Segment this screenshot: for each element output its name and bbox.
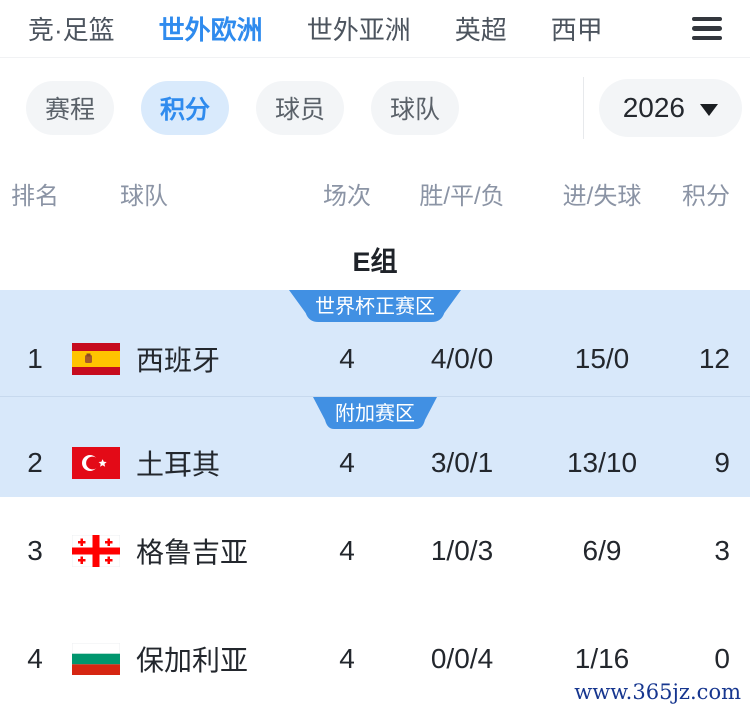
table-row[interactable]: 3 格鲁吉亚 4 1/0/3 6/9 3 <box>0 497 750 605</box>
rank-cell: 1 <box>27 343 43 374</box>
zone-badge-shape <box>289 290 461 322</box>
played-cell: 4 <box>339 447 355 478</box>
goals-cell: 13/10 <box>566 447 638 478</box>
rank-cell: 2 <box>27 447 43 478</box>
wdl-cell: 0/0/4 <box>430 642 494 674</box>
goals-cell: 1/16 <box>574 642 630 674</box>
zone-badge-label: 附加赛区 <box>335 402 415 425</box>
world-cup-zone-badge: 世界杯正赛区 <box>289 290 461 322</box>
group-title-text: E组 <box>352 246 398 277</box>
tab-teams[interactable]: 球队 <box>371 81 460 135</box>
header-rank: 排名 <box>11 182 59 210</box>
rank-cell: 3 <box>27 535 43 566</box>
wdl-cell: 3/0/1 <box>430 447 494 478</box>
team-name: 土耳其 <box>136 449 221 480</box>
header-played: 场次 <box>323 182 371 210</box>
table-row[interactable]: 1 西班牙 4 4/0/0 15/0 12 <box>0 322 750 396</box>
rank-cell: 4 <box>27 642 43 674</box>
nav-item-jingzulan[interactable]: 竞·足篮 <box>28 15 115 45</box>
header-team: 球队 <box>120 182 168 210</box>
tab-standings[interactable]: 积分 <box>141 81 230 135</box>
season-dropdown[interactable]: 2026 <box>598 79 742 137</box>
wdl-cell: 1/0/3 <box>430 535 494 566</box>
filter-tabs-row: 赛程 积分 球员 球队 2026 <box>0 58 750 158</box>
site-watermark: www.365jz.com <box>574 680 741 704</box>
georgia-flag-icon <box>72 535 120 567</box>
qualification-zone-section: 世界杯正赛区 1 西班牙 4 4/0/0 15/0 <box>0 290 750 497</box>
goals-cell: 15/0 <box>574 343 630 374</box>
points-cell: 0 <box>714 642 730 674</box>
group-title: E组 <box>0 228 750 290</box>
table-row[interactable]: 4 保加利亚 4 0/0/4 1/16 0 <box>0 605 750 712</box>
tab-schedule[interactable]: 赛程 <box>26 81 115 135</box>
vertical-divider <box>582 77 584 139</box>
team-cell: 保加利亚 <box>70 639 302 679</box>
team-name: 保加利亚 <box>136 644 249 676</box>
team-cell: 西班牙 <box>70 339 302 379</box>
played-cell: 4 <box>339 642 355 674</box>
played-cell: 4 <box>339 535 355 566</box>
points-cell: 12 <box>698 343 730 374</box>
points-cell: 9 <box>714 447 730 478</box>
nav-item-world-qual-europe[interactable]: 世外欧洲 <box>158 15 263 45</box>
goals-cell: 6/9 <box>582 535 622 566</box>
nav-item-world-qual-asia[interactable]: 世外亚洲 <box>306 15 411 45</box>
header-goals: 进/失球 <box>562 182 642 210</box>
spain-flag-icon <box>72 343 120 375</box>
team-cell: 土耳其 <box>70 443 302 483</box>
header-points: 积分 <box>682 182 730 210</box>
turkey-flag-icon <box>72 447 120 479</box>
zone-badge-label: 世界杯正赛区 <box>315 295 435 318</box>
caret-down-icon <box>700 103 718 116</box>
hamburger-menu-icon[interactable] <box>690 13 724 45</box>
team-name: 西班牙 <box>136 345 221 376</box>
world-cup-zone-block: 世界杯正赛区 1 西班牙 4 4/0/0 15/0 <box>0 290 750 396</box>
playoff-zone-block: 附加赛区 2 土耳其 4 3/0/1 13/10 9 <box>0 396 750 497</box>
nav-item-la-liga[interactable]: 西甲 <box>550 15 603 45</box>
team-cell: 格鲁吉亚 <box>70 531 302 571</box>
team-name: 格鲁吉亚 <box>136 537 249 568</box>
played-cell: 4 <box>339 343 355 374</box>
table-header-row: 排名 球队 场次 胜/平/负 进/失球 积分 <box>0 158 750 228</box>
header-wdl: 胜/平/负 <box>419 182 505 210</box>
tab-players[interactable]: 球员 <box>256 81 345 135</box>
top-nav: 竞·足篮 世外欧洲 世外亚洲 英超 西甲 <box>0 0 750 58</box>
zone-badge-row: 附加赛区 <box>0 397 750 429</box>
table-row[interactable]: 2 土耳其 4 3/0/1 13/10 9 <box>0 429 750 497</box>
zone-badge-row: 世界杯正赛区 <box>0 290 750 322</box>
zone-badge-shape <box>313 397 437 429</box>
wdl-cell: 4/0/0 <box>430 343 494 374</box>
nav-item-premier-league[interactable]: 英超 <box>454 15 507 45</box>
season-value: 2026 <box>622 92 685 123</box>
points-cell: 3 <box>714 535 730 566</box>
playoff-zone-badge: 附加赛区 <box>313 397 437 429</box>
bulgaria-flag-icon <box>72 642 120 675</box>
